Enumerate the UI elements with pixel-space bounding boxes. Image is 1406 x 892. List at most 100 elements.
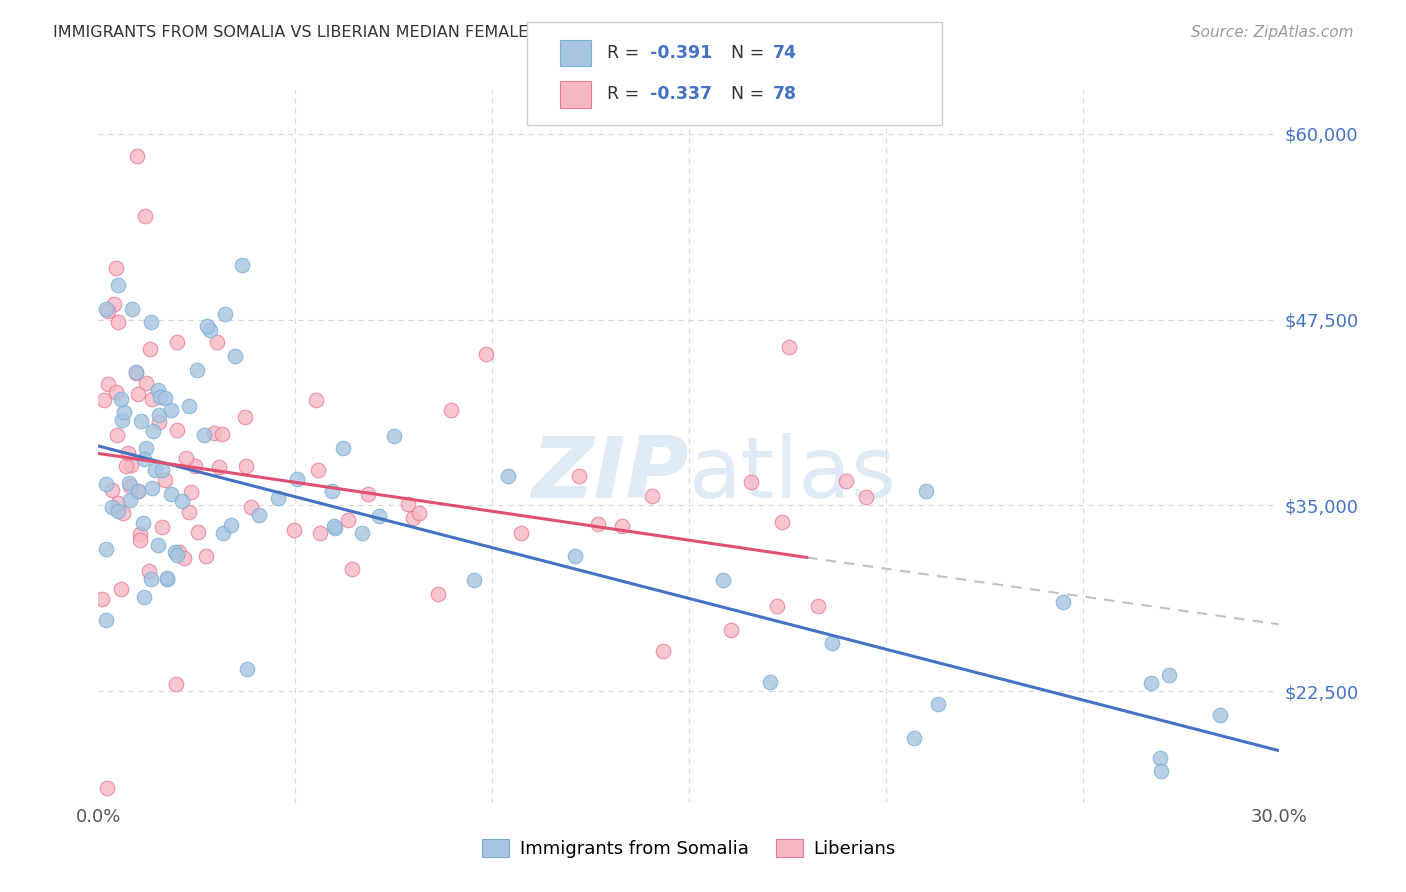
Point (101, 483, 124, 497)
Point (153, 391, 176, 405)
Point (740, 475, 762, 489)
Point (231, 258, 253, 272)
Point (427, 587, 450, 601)
Point (129, 414, 152, 428)
Point (568, 468, 591, 483)
Point (309, 526, 332, 541)
Point (121, 302, 143, 317)
Point (124, 365, 146, 379)
Point (357, 486, 380, 500)
Point (1157, 668, 1180, 682)
Point (138, 564, 160, 578)
Point (475, 347, 498, 361)
Point (350, 525, 373, 540)
Point (166, 424, 188, 438)
Point (283, 524, 305, 538)
Point (101, 500, 124, 514)
Point (652, 643, 675, 657)
Point (367, 509, 389, 524)
Point (266, 491, 288, 505)
Point (711, 573, 734, 587)
Point (332, 441, 354, 455)
Point (97, 376, 120, 391)
Point (914, 483, 936, 498)
Point (586, 517, 609, 532)
Point (96, 301, 118, 316)
Point (166, 335, 188, 350)
Point (156, 572, 179, 586)
Point (125, 367, 148, 381)
Point (153, 473, 176, 487)
Point (1149, 751, 1171, 765)
Point (195, 319, 218, 334)
Point (179, 505, 201, 519)
Point (641, 489, 664, 503)
Point (224, 349, 246, 363)
Point (205, 334, 228, 349)
Point (111, 413, 134, 427)
Point (759, 675, 782, 690)
Point (187, 524, 209, 539)
Point (336, 513, 359, 527)
Point (150, 520, 173, 534)
Point (115, 458, 138, 473)
Point (148, 408, 170, 422)
Point (160, 487, 183, 501)
Point (107, 504, 129, 518)
Point (564, 549, 586, 564)
Text: Source: ZipAtlas.com: Source: ZipAtlas.com (1191, 25, 1354, 40)
Point (141, 572, 163, 586)
Point (770, 516, 793, 530)
Point (173, 551, 195, 566)
Point (104, 260, 127, 275)
Point (110, 392, 132, 406)
Point (163, 544, 186, 558)
Point (610, 519, 633, 533)
Point (177, 399, 200, 413)
Point (107, 278, 129, 293)
Point (127, 387, 149, 401)
Point (132, 591, 155, 605)
Text: 78: 78 (773, 86, 797, 103)
Text: -0.337: -0.337 (650, 86, 711, 103)
Point (107, 315, 129, 329)
Point (186, 362, 208, 376)
Point (835, 474, 858, 488)
Point (103, 297, 125, 311)
Point (180, 485, 202, 500)
Point (821, 635, 844, 649)
Point (141, 481, 163, 495)
Point (184, 458, 207, 473)
Text: N =: N = (720, 44, 769, 62)
Point (211, 426, 233, 441)
Point (285, 473, 308, 487)
Point (1209, 708, 1232, 723)
Point (146, 538, 169, 552)
Point (127, 483, 149, 498)
Point (766, 599, 789, 614)
Point (236, 662, 259, 676)
Point (149, 390, 172, 404)
Point (143, 463, 166, 477)
Point (212, 526, 235, 541)
Point (1052, 595, 1074, 609)
Text: R =: R = (607, 44, 645, 62)
Point (382, 428, 405, 442)
Point (110, 582, 132, 597)
Point (193, 428, 215, 442)
Text: N =: N = (720, 86, 769, 103)
Point (1150, 764, 1173, 778)
Point (408, 506, 430, 520)
Point (235, 410, 257, 425)
Point (120, 492, 142, 507)
Point (510, 525, 533, 540)
Point (120, 458, 142, 472)
Legend: Immigrants from Somalia, Liberians: Immigrants from Somalia, Liberians (475, 831, 903, 865)
Point (720, 624, 742, 638)
Text: ZIP: ZIP (531, 433, 689, 516)
Point (440, 402, 463, 417)
Point (174, 451, 197, 466)
Point (139, 343, 162, 357)
Point (208, 460, 231, 475)
Point (402, 510, 425, 524)
